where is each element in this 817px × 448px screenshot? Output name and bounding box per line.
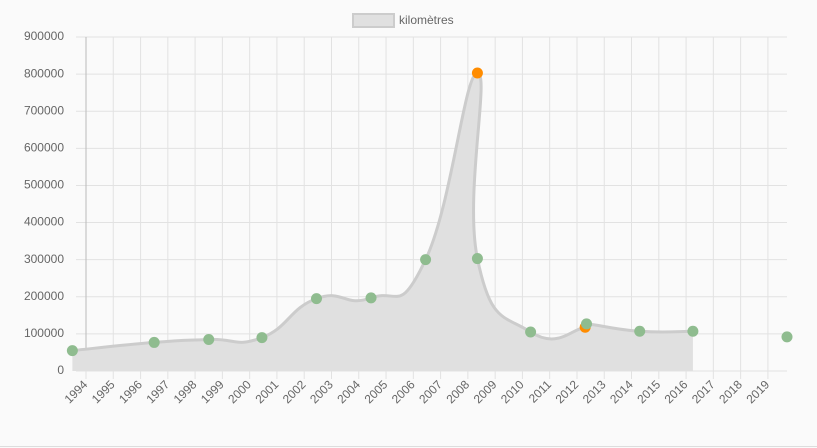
data-point [525,326,537,338]
y-tick-label: 800000 [24,66,64,80]
legend-label[interactable]: kilomètres [399,13,454,27]
data-point [634,325,646,337]
area-fill [72,72,693,371]
data-point [581,318,593,330]
y-tick-label: 100000 [24,326,64,340]
y-tick-label: 400000 [24,215,64,229]
y-tick-label: 600000 [24,141,64,155]
data-point [471,253,483,265]
data-point [148,336,160,348]
y-tick-label: 700000 [24,103,64,117]
data-point [471,67,483,79]
y-tick-label: 500000 [24,178,64,192]
data-point [420,254,432,266]
y-tick-label: 0 [57,363,64,377]
y-tick-label: 900000 [24,29,64,43]
data-point [66,345,78,357]
data-point [781,331,793,343]
y-tick-label: 200000 [24,289,64,303]
data-point [365,292,377,304]
data-point [310,293,322,305]
data-point [687,325,699,337]
legend-swatch[interactable] [352,13,395,28]
y-tick-label: 300000 [24,252,64,266]
data-point [256,332,268,344]
data-point [203,333,215,345]
